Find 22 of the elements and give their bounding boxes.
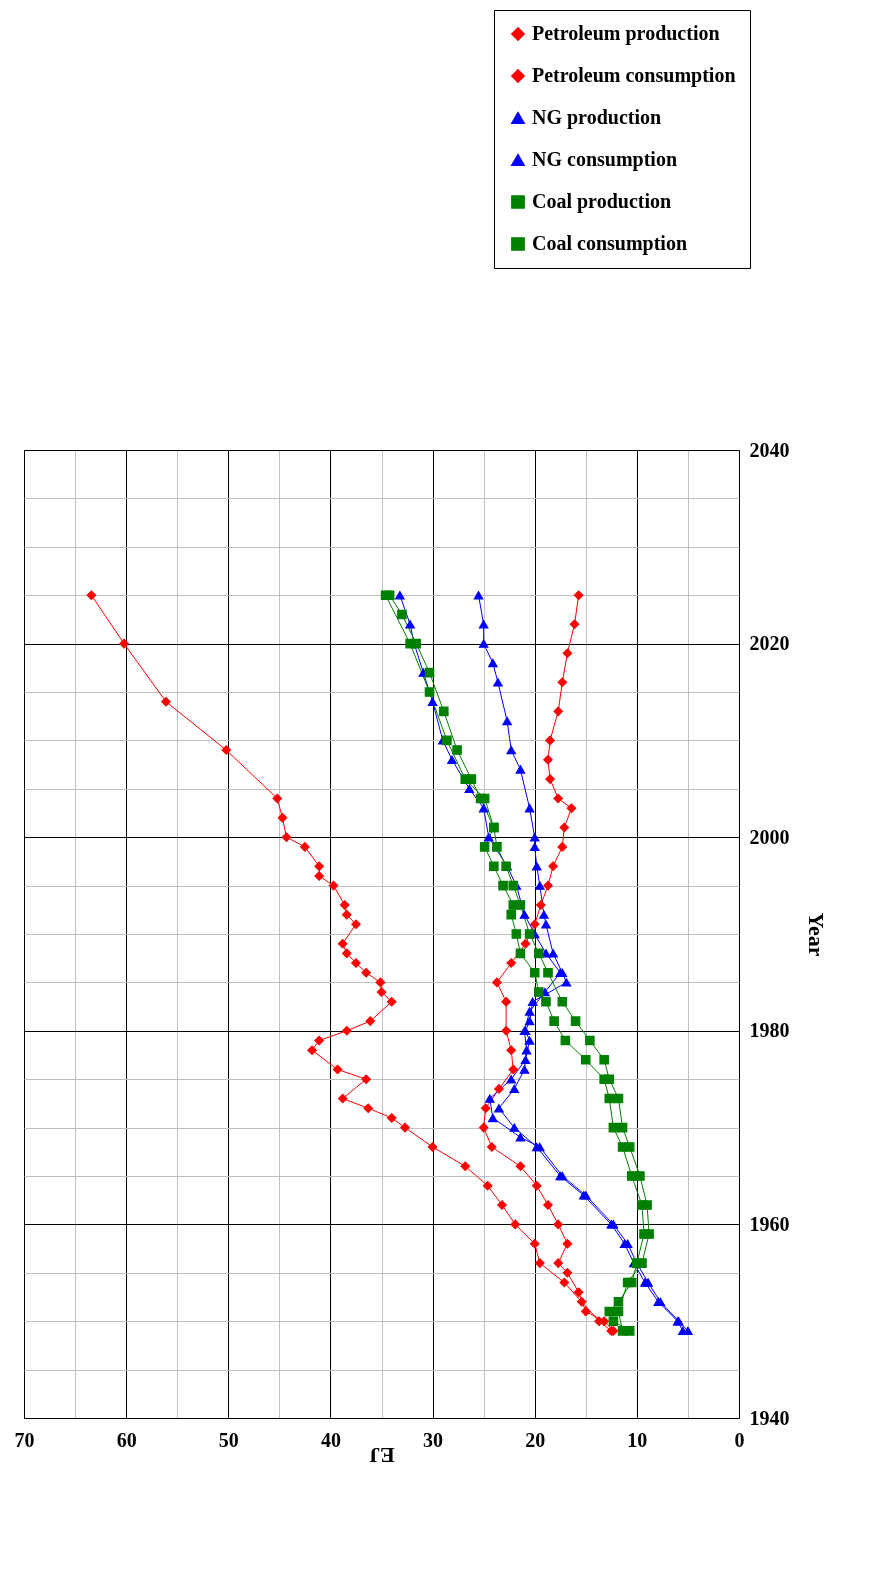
x-tick-label: 30 — [423, 1428, 444, 1451]
y-tick-label: 2000 — [749, 825, 790, 848]
x-tick-label: 70 — [14, 1428, 35, 1451]
legend-label: Coal production — [532, 190, 672, 213]
x-tick-label: 20 — [525, 1428, 546, 1451]
legend-label: NG production — [532, 106, 662, 129]
y-tick-label: 1980 — [749, 1019, 790, 1042]
x-tick-label: 40 — [320, 1428, 341, 1451]
y-tick-label: 1940 — [749, 1406, 790, 1429]
x-tick-label: 0 — [734, 1428, 745, 1451]
y-tick-label: 2020 — [749, 632, 790, 655]
y-axis-title: Year — [803, 912, 829, 957]
legend-label: Petroleum production — [532, 22, 720, 45]
legend-label: Petroleum consumption — [532, 64, 736, 87]
y-tick-label: 1960 — [749, 1212, 790, 1235]
x-tick-label: 10 — [627, 1428, 648, 1451]
legend-label: Coal consumption — [532, 232, 688, 255]
y-tick-label: 2040 — [749, 438, 790, 461]
x-tick-label: 50 — [218, 1428, 239, 1451]
legend-label: NG consumption — [532, 148, 678, 171]
x-axis-title: EJ — [369, 1442, 395, 1468]
x-tick-label: 60 — [116, 1428, 137, 1451]
